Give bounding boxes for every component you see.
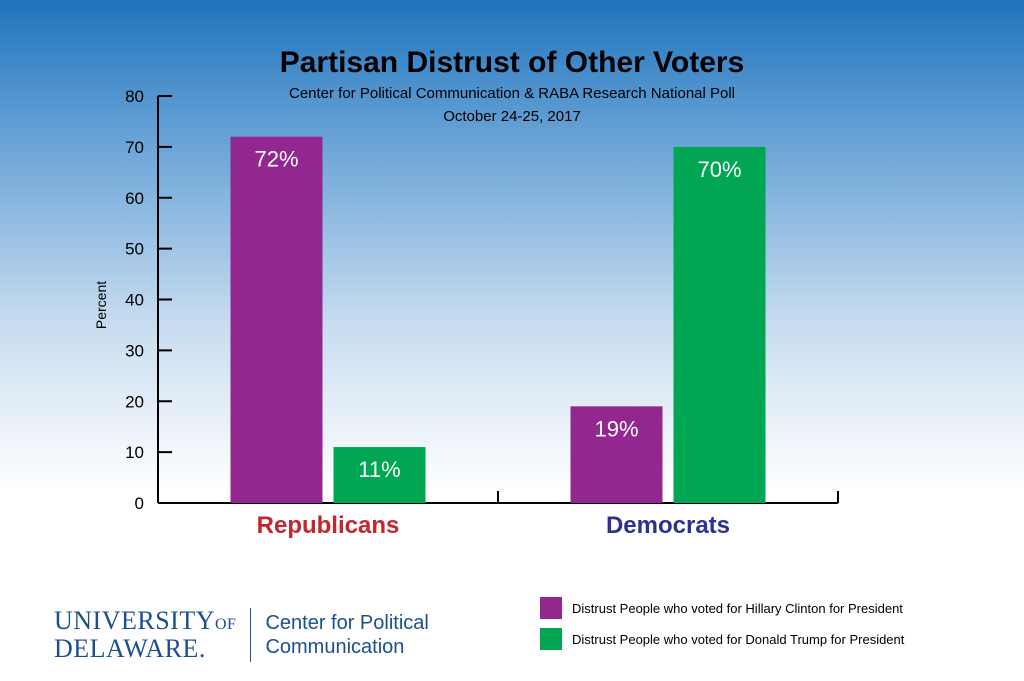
legend-item-trump: Distrust People who voted for Donald Tru… xyxy=(540,627,904,651)
data-label: 70% xyxy=(697,157,741,182)
logo-university: NIVERSITY xyxy=(73,606,215,635)
y-tick-label: 20 xyxy=(125,392,144,411)
logo-of: OF xyxy=(215,616,237,633)
legend-item-clinton: Distrust People who voted for Hillary Cl… xyxy=(540,596,904,620)
y-tick-label: 0 xyxy=(135,494,144,513)
chart-svg: Partisan Distrust of Other Voters Center… xyxy=(93,46,839,539)
logo-divider xyxy=(250,608,252,662)
y-tick-label: 40 xyxy=(125,291,144,310)
bar xyxy=(570,406,663,503)
cpc-name: Center for Political Communication xyxy=(265,611,428,659)
axes: 0 10 20 30 40 50 60 70 80 Republicans Democrats xyxy=(125,87,839,539)
x-category-label: Democrats xyxy=(606,512,730,539)
data-labels: 72% 11% 19% 70% xyxy=(254,147,741,482)
y-tick-label: 10 xyxy=(125,443,144,462)
logo-initial-u: U xyxy=(54,606,74,635)
y-tick-label: 80 xyxy=(125,87,144,106)
y-tick-label: 70 xyxy=(125,138,144,157)
y-tick-label: 60 xyxy=(125,189,144,208)
bars xyxy=(230,136,766,503)
bar xyxy=(230,136,323,503)
ud-logo: UNIVERSITYOF DELAWARE. Center for Politi… xyxy=(54,604,429,666)
legend-label-clinton: Distrust People who voted for Hillary Cl… xyxy=(572,600,903,616)
cpc-line-2: Communication xyxy=(265,636,405,658)
chart-title: Partisan Distrust of Other Voters xyxy=(280,46,745,79)
bar xyxy=(673,146,766,503)
legend-swatch-clinton xyxy=(540,597,562,619)
legend-label-trump: Distrust People who voted for Donald Tru… xyxy=(572,631,905,647)
bar xyxy=(333,447,426,503)
university-of-delaware-wordmark: UNIVERSITYOF DELAWARE. xyxy=(54,608,236,662)
data-label: 72% xyxy=(254,147,298,172)
chart-subtitle: Center for Political Communication & RAB… xyxy=(289,85,735,102)
legend: Distrust People who voted for Hillary Cl… xyxy=(540,596,904,658)
y-tick-label: 30 xyxy=(125,341,144,360)
x-category-label: Republicans xyxy=(257,512,400,539)
cpc-line-1: Center for Political xyxy=(265,612,429,634)
chart-date: October 24-25, 2017 xyxy=(443,108,581,125)
y-tick-label: 50 xyxy=(125,240,144,259)
data-label: 11% xyxy=(358,457,400,482)
legend-swatch-trump xyxy=(540,628,562,650)
y-axis-label: Percent xyxy=(93,281,109,329)
data-label: 19% xyxy=(594,416,638,441)
logo-initial-d: D xyxy=(54,634,74,663)
logo-delaware: ELAWARE. xyxy=(73,634,206,663)
